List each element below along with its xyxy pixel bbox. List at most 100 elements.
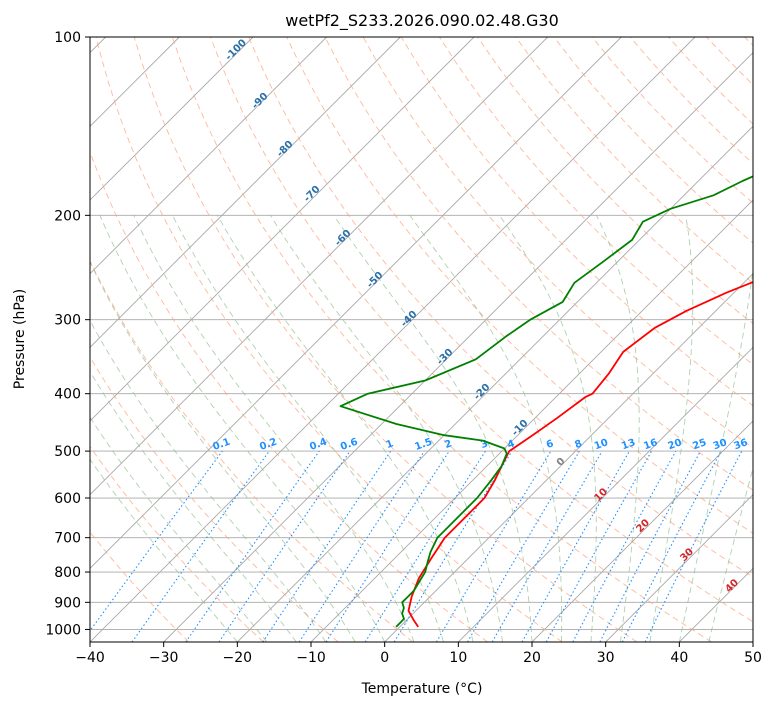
dry-adiabat-line: [744, 37, 753, 47]
moist-adiabats-group: [90, 215, 753, 642]
mixing-ratio-label: 2: [443, 438, 453, 451]
x-tick-label: 20: [523, 650, 541, 666]
mixing-ratio-label: 0.6: [339, 437, 359, 453]
y-tick-label: 100: [54, 30, 81, 46]
dry-adiabat-line: [90, 445, 264, 642]
mixing-ratio-label: 13: [620, 437, 637, 452]
dry-adiabat-line: [515, 37, 753, 284]
y-tick-label: 800: [54, 565, 81, 581]
moist-adiabat-label: 30: [678, 546, 696, 564]
isotherm-line: [752, 641, 753, 642]
y-tick-label: 500: [54, 444, 81, 460]
x-tick-label: 50: [744, 650, 762, 666]
isotherm-line: [90, 37, 548, 496]
mixing-ratio-label: 1: [385, 438, 395, 451]
x-axis-title: Temperature (°C): [361, 681, 483, 697]
dry-adiabats-group: [90, 37, 753, 642]
x-tick-label: −40: [75, 650, 105, 666]
mixing-ratio-line: [364, 450, 486, 642]
mixing-ratio-label: 25: [691, 437, 708, 452]
y-tick-label: 700: [54, 531, 81, 547]
moist-adiabat-line: [99, 215, 386, 642]
isotherm-line: [310, 199, 753, 642]
moist-adiabat-line: [90, 458, 238, 642]
isotherm-line: [605, 494, 753, 642]
isotherms-group: [90, 37, 753, 642]
moist-adiabat-line: [90, 416, 268, 642]
y-axis: 1000 900 800 700 600 500 400 300 200 100: [45, 30, 90, 638]
dry-adiabat-line: [286, 37, 753, 534]
mixing-ratio-label: 36: [733, 437, 750, 452]
isotherm-line: [531, 420, 753, 642]
mixing-ratio-label: 30: [712, 437, 729, 452]
dry-adiabat-line: [248, 37, 753, 578]
mixing-ratio-label: 8: [573, 438, 583, 451]
isotherm-line: [90, 37, 475, 422]
mixing-ratio-line: [218, 450, 351, 642]
moist-adiabat-label: 20: [634, 517, 652, 535]
x-tick-label: −30: [149, 650, 179, 666]
mixing-ratio-line: [545, 450, 653, 642]
mixing-ratio-group: [90, 450, 743, 642]
dry-adiabat-label: -70: [302, 184, 323, 205]
dry-adiabat-label: -30: [435, 347, 456, 368]
moist-adiabat-line: [409, 215, 563, 642]
mixing-ratio-line: [325, 450, 450, 642]
dry-adiabat-label: -20: [472, 382, 493, 403]
moist-adiabat-line: [90, 370, 297, 642]
dry-adiabat-line: [210, 37, 753, 623]
dry-adiabat-line: [133, 37, 638, 642]
moist-adiabat-line: [270, 215, 503, 642]
isotherm-line: [458, 346, 753, 642]
isotherm-line: [90, 37, 327, 275]
dry-adiabat-line: [90, 259, 414, 642]
dewpoint-profile-line: [339, 175, 753, 628]
moist-adiabat-line: [90, 319, 327, 642]
mixing-ratio-line: [90, 450, 223, 632]
isotherm-line: [384, 273, 753, 642]
isotherm-line: [163, 52, 753, 642]
isobars-group: [90, 37, 753, 630]
moist-adiabat-label: 10: [592, 486, 610, 504]
mixing-ratio-label: 0.1: [211, 437, 231, 453]
dry-adiabat-line: [324, 37, 753, 491]
moist-adiabat-line: [172, 215, 445, 642]
dry-adiabat-label: -80: [275, 139, 296, 160]
x-tick-label: −20: [223, 650, 253, 666]
dry-adiabat-label: -10: [510, 418, 531, 439]
moist-adiabat-label: 0: [555, 456, 568, 469]
dry-adiabat-line: [706, 37, 753, 86]
dry-adiabat-label: -40: [399, 309, 420, 330]
x-axis: −40 −30 −20 −10 0 10 20 30 40 50: [75, 642, 762, 666]
mixing-ratio-label: 4: [506, 438, 516, 451]
x-tick-label: 10: [449, 650, 467, 666]
mixing-ratio-line: [599, 450, 701, 642]
moist-adiabat-label: 40: [723, 577, 741, 595]
mixing-ratio-label: 0.2: [258, 437, 278, 453]
chart-title: wetPf2_S233.2026.090.02.48.G30: [285, 11, 559, 31]
moist-adiabat-line: [217, 215, 474, 642]
x-tick-label: 40: [670, 650, 688, 666]
dry-adiabat-label: -50: [365, 270, 386, 291]
mixing-ratio-label: 0.4: [308, 437, 328, 453]
isotherm-line: [90, 37, 254, 201]
mixing-ratio-line: [262, 450, 392, 642]
plot-frame: [89, 36, 754, 643]
mixing-ratio-line: [467, 450, 580, 642]
moist-adiabat-line: [596, 215, 640, 642]
dry-adiabat-line: [90, 150, 488, 642]
isotherm-line: [237, 125, 753, 642]
moist-adiabat-line: [133, 215, 415, 642]
isotherm-line: [90, 37, 622, 569]
dry-adiabat-line: [171, 37, 712, 642]
dry-adiabat-label: -60: [333, 228, 354, 249]
moist-adiabat-line: [649, 215, 694, 642]
x-tick-label: 0: [380, 650, 389, 666]
mixing-ratio-line: [393, 450, 513, 642]
mixing-ratio-label: 20: [667, 437, 684, 452]
dry-adiabat-line: [553, 37, 753, 244]
dry-adiabat-label: -90: [250, 91, 271, 112]
y-axis-title: Pressure (hPa): [12, 289, 28, 389]
dry-adiabat-label: -100: [223, 37, 249, 63]
